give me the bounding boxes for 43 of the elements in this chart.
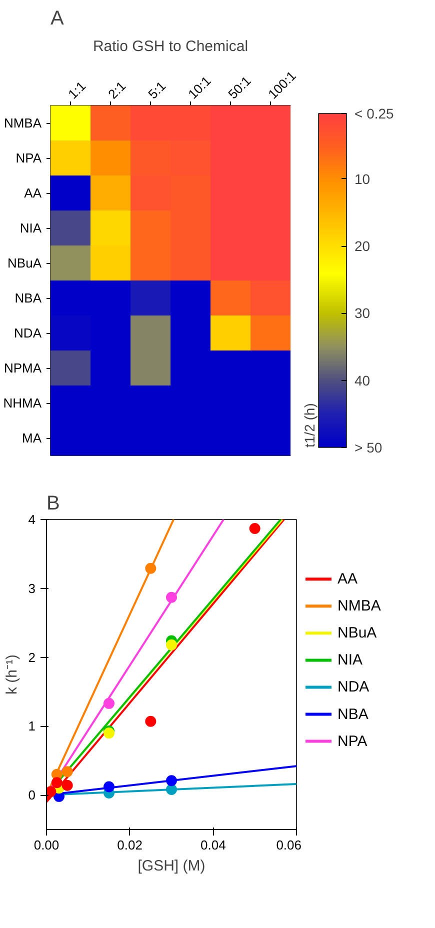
x-tick-label: 0.00 [34,838,60,852]
legend-label: AA [338,570,358,588]
y-tick-label: NBA [14,290,42,306]
x-tick-label: 50:1 [225,73,254,102]
y-tick-label: 2 [28,650,36,665]
y-tick-label: AA [24,186,42,200]
y-tick-label: NDA [14,326,42,340]
color-bar-title: t1/2 (h) [302,403,318,448]
legend-label: NIA [338,652,363,669]
color-bar-label: 30 [354,305,370,322]
chart-title: A [50,8,64,30]
y-tick-label: 3 [28,580,36,596]
y-tick-label: MA [22,430,42,446]
color-bar-label: 40 [354,372,370,388]
x-tick-label: 0.02 [117,838,142,852]
x-tick-label: 0.06 [276,838,302,852]
x-tick-label: 1:1 [65,78,89,102]
y-tick-label: 0 [28,788,36,803]
x-tick-label: 2:1 [105,78,129,102]
y-tick-label: NPMA [4,360,42,376]
y-tick-label: NIA [20,220,42,236]
color-bar-label: < 0.25 [354,106,394,122]
x-tick-label: 5:1 [145,78,169,102]
y-tick-label: 1 [28,718,36,734]
legend-label: NMBA [338,598,381,615]
y-tick-label: NPA [16,150,42,166]
legend-label: NDA [338,678,370,696]
color-bar-label: 10 [354,170,370,187]
x-tick-label: 0.04 [200,838,226,852]
y-tick-label: NHMA [3,396,42,410]
x-tick-label: 10:1 [185,73,214,102]
legend-label: NBA [338,706,368,723]
y-axis-title: k (h⁻¹) [3,654,20,694]
y-tick-label: NBuA [8,256,42,270]
color-bar-label: 20 [354,238,370,254]
y-tick-label: 4 [28,512,36,527]
x-axis-title: Ratio GSH to Chemical [92,38,248,55]
chart-title: B [46,492,60,514]
legend-label: NPA [338,732,368,750]
legend-label: NBuA [338,624,377,642]
color-bar-label: > 50 [354,440,382,456]
y-tick-label: NMBA [4,116,42,130]
x-axis-title: [GSH] (M) [138,858,206,874]
